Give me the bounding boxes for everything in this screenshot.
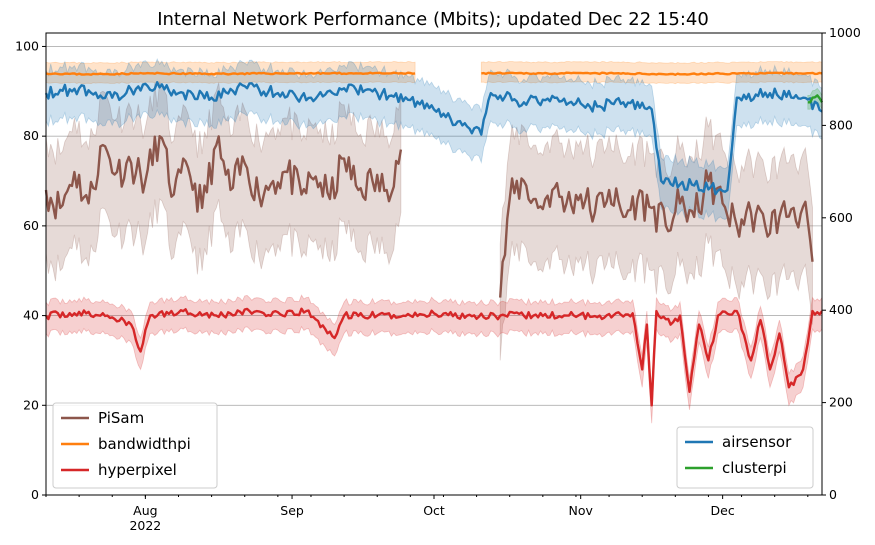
y-left-tick-label: 80 xyxy=(23,128,39,143)
series-line-airsensor xyxy=(44,81,823,196)
x-tick-label: Nov xyxy=(568,503,593,518)
y-left-tick-label: 20 xyxy=(23,397,39,412)
x-tick-year-label: 2022 xyxy=(129,518,161,533)
y-right-tick-label: 0 xyxy=(829,487,837,502)
confidence-bands xyxy=(45,58,823,424)
y-left-tick-label: 40 xyxy=(23,308,39,323)
x-tick-label: Aug xyxy=(133,503,157,518)
band-pisam xyxy=(45,81,402,282)
y-right-tick-label: 1000 xyxy=(829,25,861,40)
x-tick-label: Sep xyxy=(280,503,304,518)
x-tick-label: Dec xyxy=(711,503,735,518)
series-line-clusterpi xyxy=(807,94,824,104)
legend-label-pisam: PiSam xyxy=(98,409,144,427)
y-right-tick-label: 400 xyxy=(829,302,853,317)
series-line-pisam xyxy=(499,169,814,298)
series-line-hyperpixel xyxy=(45,307,823,407)
series-line-bandwidthpi xyxy=(45,71,416,76)
series-line-pisam xyxy=(44,135,403,220)
y-right-tick-label: 800 xyxy=(829,117,853,132)
legend-label-bandwidthpi: bandwidthpi xyxy=(98,435,191,453)
y-left-tick-label: 100 xyxy=(15,38,39,53)
chart-title: Internal Network Performance (Mbits); up… xyxy=(157,9,709,30)
band-bandwidthpi xyxy=(45,61,416,85)
y-left-tick-label: 60 xyxy=(23,218,39,233)
series-line-bandwidthpi xyxy=(481,71,823,76)
legend-label-hyperpixel: hyperpixel xyxy=(98,461,177,479)
x-tick-label: Oct xyxy=(423,503,445,518)
y-left-tick-label: 0 xyxy=(31,487,39,502)
band-pisam xyxy=(499,116,813,361)
series-lines xyxy=(44,71,824,407)
legend-label-clusterpi: clusterpi xyxy=(722,459,787,477)
legend-box-lower-left xyxy=(52,402,218,489)
legends: PiSam bandwidthpi hyperpixel airsensor clust… xyxy=(52,402,814,489)
y-right-tick-label: 600 xyxy=(829,210,853,225)
legend-label-airsensor: airsensor xyxy=(722,433,792,451)
y-right-tick-label: 200 xyxy=(829,395,853,410)
